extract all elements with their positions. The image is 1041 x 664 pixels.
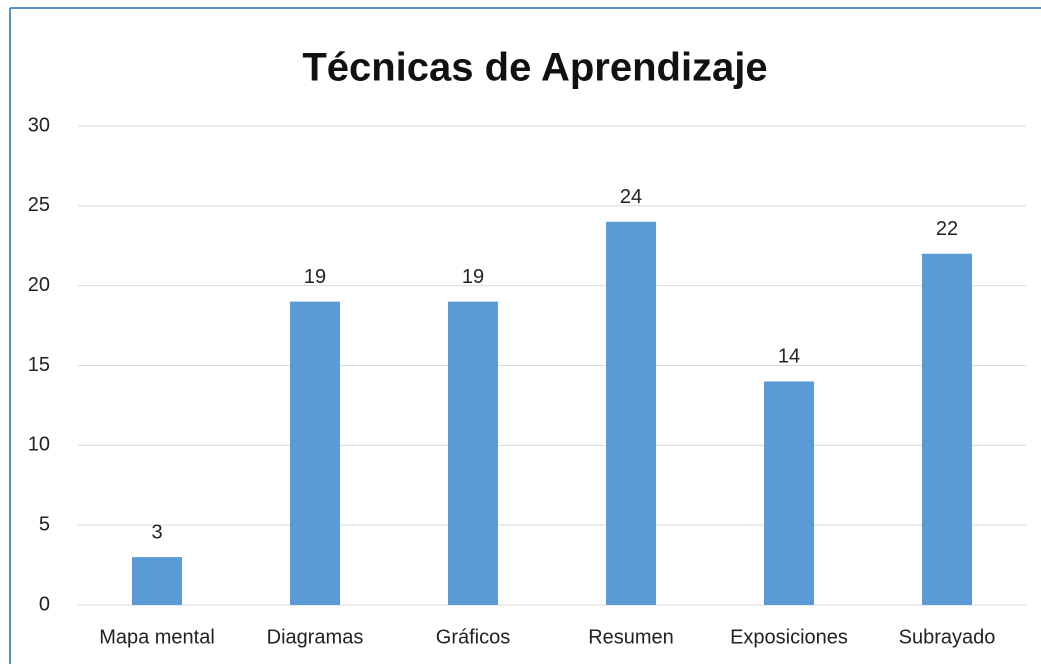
data-label: 14: [778, 346, 800, 368]
x-tick-label: Exposiciones: [730, 626, 848, 648]
y-tick-label: 5: [39, 513, 50, 535]
bar: [448, 301, 498, 605]
x-tick-label: Gráficos: [436, 626, 510, 648]
bar: [922, 253, 972, 605]
y-tick-label: 0: [39, 593, 50, 615]
data-label: 19: [304, 266, 326, 288]
data-label: 19: [462, 266, 484, 288]
y-tick-label: 20: [28, 274, 50, 296]
x-tick-label: Resumen: [588, 626, 674, 648]
bar: [132, 557, 182, 605]
x-tick-label: Mapa mental: [99, 626, 215, 648]
data-label: 22: [936, 218, 958, 240]
bar: [290, 301, 340, 605]
y-tick-label: 30: [28, 114, 50, 136]
bar: [606, 221, 656, 606]
y-tick-label: 25: [28, 194, 50, 216]
y-tick-label: 10: [28, 434, 50, 456]
bar: [764, 381, 814, 605]
data-label: 3: [151, 521, 162, 543]
chart-title: Técnicas de Aprendizaje: [302, 46, 767, 90]
data-label: 24: [620, 186, 642, 208]
x-tick-label: Subrayado: [899, 626, 996, 648]
x-tick-label: Diagramas: [267, 626, 364, 648]
y-tick-label: 15: [28, 354, 50, 376]
